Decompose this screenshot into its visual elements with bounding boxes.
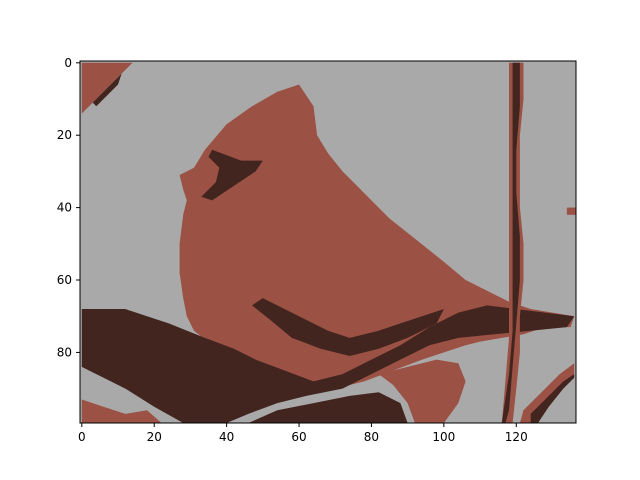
- image-region-dark-1: [201, 149, 263, 201]
- y-tick-label: 80: [57, 345, 72, 359]
- x-axis: 0 20 40 60 80 100 120: [78, 423, 528, 444]
- image-region-dark-3: [252, 298, 444, 356]
- y-tick-label: 40: [57, 201, 72, 215]
- x-tick-label: 0: [78, 430, 86, 444]
- image-region-dark-9: [501, 62, 520, 423]
- x-tick-label: 120: [505, 430, 528, 444]
- image-region-body-5: [378, 359, 466, 423]
- x-tick-label: 20: [147, 430, 162, 444]
- x-tick-label: 80: [364, 430, 379, 444]
- x-tick-label: 40: [219, 430, 234, 444]
- axes-frame: [79, 60, 577, 424]
- heatmap-image: [80, 61, 576, 423]
- image-region-body-13: [566, 207, 576, 215]
- image-region-dark-2: [81, 305, 575, 423]
- image-region-dark-7: [92, 73, 122, 107]
- x-tick-label: 60: [291, 430, 306, 444]
- y-tick-label: 0: [64, 56, 72, 70]
- image-region-dark-4: [248, 392, 408, 423]
- y-tick-label: 60: [57, 273, 72, 287]
- image-region-dark-11: [530, 374, 575, 423]
- y-tick-label: 20: [57, 128, 72, 142]
- y-axis: 0 20 40 60 80: [57, 56, 80, 359]
- x-tick-label: 100: [432, 430, 455, 444]
- image-region-body-10: [519, 363, 575, 423]
- image-region-body-12: [81, 399, 162, 423]
